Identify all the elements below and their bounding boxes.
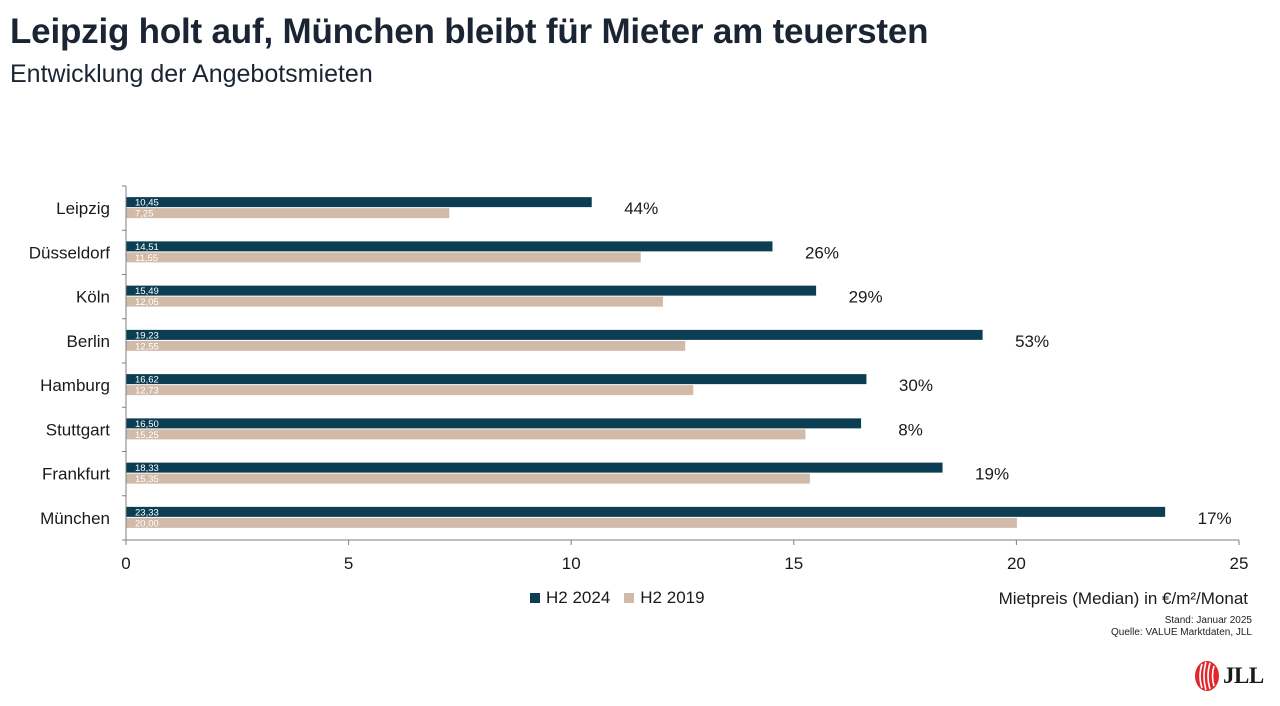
bar-value-label: 19,23 xyxy=(135,330,159,341)
bar-value-label: 18,33 xyxy=(135,463,159,474)
page-title: Leipzig holt auf, München bleibt für Mie… xyxy=(10,12,929,51)
bar-h2-2019 xyxy=(126,296,663,307)
bar-value-label: 12,55 xyxy=(135,341,159,352)
change-label: 30% xyxy=(899,376,933,395)
legend-item-h2-2019: H2 2019 xyxy=(624,588,705,608)
category-label: Frankfurt xyxy=(42,465,110,484)
bar-value-label: 12,73 xyxy=(135,386,159,397)
legend-label-h2-2024: H2 2024 xyxy=(546,588,611,607)
change-label: 44% xyxy=(624,199,658,218)
change-label: 17% xyxy=(1198,509,1232,528)
category-label: Hamburg xyxy=(40,376,110,395)
change-label: 19% xyxy=(975,465,1009,484)
bar-value-label: 14,51 xyxy=(135,242,159,253)
bar-value-label: 16,62 xyxy=(135,375,159,386)
bar-h2-2024 xyxy=(126,418,862,429)
x-tick-label: 5 xyxy=(344,554,353,573)
bar-h2-2019 xyxy=(126,208,450,219)
bar-value-label: 11,55 xyxy=(135,253,158,264)
legend-swatch-h2-2019 xyxy=(624,593,635,603)
change-label: 53% xyxy=(1015,332,1049,351)
bar-h2-2019 xyxy=(126,473,810,484)
bar-h2-2019 xyxy=(126,517,1017,528)
x-tick-label: 15 xyxy=(784,554,803,573)
bar-h2-2019 xyxy=(126,385,694,396)
bar-value-label: 7,25 xyxy=(135,209,154,220)
bar-h2-2019 xyxy=(126,340,686,351)
bar-value-label: 20,00 xyxy=(135,518,159,529)
bar-h2-2024 xyxy=(126,285,817,296)
x-tick-label: 25 xyxy=(1230,554,1249,573)
category-label: Düsseldorf xyxy=(29,243,111,262)
bar-value-label: 15,35 xyxy=(135,474,159,485)
category-label: Stuttgart xyxy=(46,420,111,439)
footnote-stand: Stand: Januar 2025 xyxy=(1164,615,1252,626)
page-subtitle: Entwicklung der Angebotsmieten xyxy=(10,60,373,88)
jll-logo-text: JLL xyxy=(1223,663,1264,688)
bar-h2-2024 xyxy=(126,374,867,385)
bar-value-label: 10,45 xyxy=(135,198,159,209)
bar-value-label: 12,05 xyxy=(135,297,159,308)
bar-h2-2019 xyxy=(126,429,806,440)
x-tick-label: 10 xyxy=(562,554,581,573)
x-tick-label: 0 xyxy=(121,554,130,573)
legend-label-h2-2019: H2 2019 xyxy=(640,588,705,607)
category-label: Berlin xyxy=(67,332,110,351)
change-label: 29% xyxy=(849,288,883,307)
legend-item-h2-2024: H2 2024 xyxy=(530,588,610,608)
footnote-source: Quelle: VALUE Marktdaten, JLL xyxy=(1111,627,1252,638)
chart-legend: H2 2024 H2 2019 xyxy=(530,588,719,608)
bar-h2-2024 xyxy=(126,462,943,473)
bar-value-label: 16,50 xyxy=(135,419,159,430)
x-axis-label: Mietpreis (Median) in €/m²/Monat xyxy=(998,589,1248,608)
change-label: 8% xyxy=(898,420,923,439)
bar-h2-2024 xyxy=(126,506,1166,517)
category-label: Leipzig xyxy=(56,199,110,218)
x-tick-label: 20 xyxy=(1007,554,1026,573)
jll-logo-icon xyxy=(1195,661,1219,691)
category-label: München xyxy=(40,509,110,528)
legend-swatch-h2-2024 xyxy=(530,593,540,603)
bar-value-label: 23,33 xyxy=(135,507,159,518)
jll-logo: JLL xyxy=(1194,660,1264,692)
bar-h2-2024 xyxy=(126,329,983,340)
bar-h2-2019 xyxy=(126,252,641,263)
change-label: 26% xyxy=(805,243,839,262)
bar-h2-2024 xyxy=(126,241,773,252)
category-label: Köln xyxy=(76,288,110,307)
bar-value-label: 15,25 xyxy=(135,430,159,441)
bar-value-label: 15,49 xyxy=(135,286,159,297)
bar-h2-2024 xyxy=(126,197,592,208)
